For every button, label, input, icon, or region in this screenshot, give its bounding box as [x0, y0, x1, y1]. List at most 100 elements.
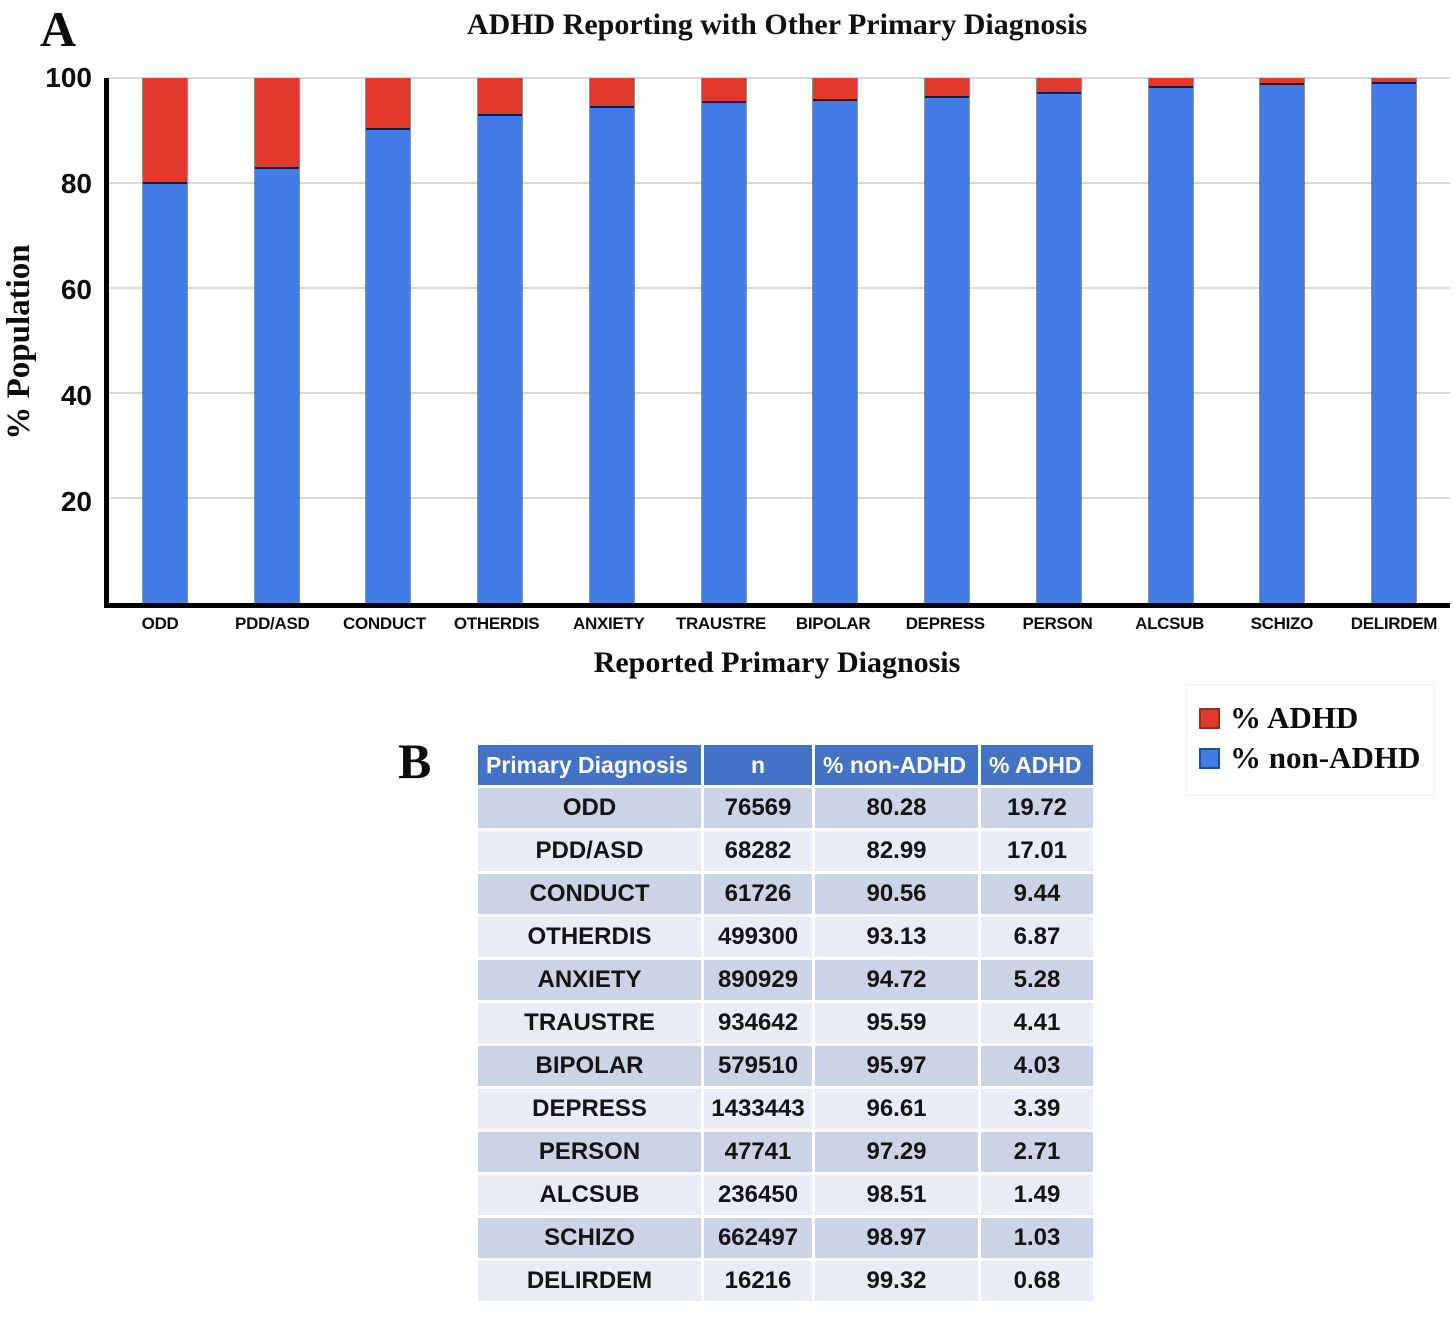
- bar-DELIRDEM-adhd-segment: [1372, 78, 1417, 82]
- cell-DELIRDEM-pct-adhd: 0.68: [981, 1261, 1093, 1301]
- cell-SCHIZO-n: 662497: [704, 1218, 812, 1258]
- table-row-OTHERDIS: OTHERDIS 499300 93.13 6.87: [478, 917, 1093, 957]
- cell-DEPRESS-pct-adhd: 3.39: [981, 1089, 1093, 1129]
- cell-ANXIETY-n: 890929: [704, 960, 812, 1000]
- bar-slot-PERSON: [1003, 78, 1115, 603]
- bar-PERSON-adhd-segment: [1036, 78, 1081, 93]
- bar-ANXIETY: [588, 78, 635, 603]
- bar-slot-TRAUSTRE: [668, 78, 780, 603]
- bar-PDD/ASD: [253, 78, 300, 603]
- x-tick-label-ODD: ODD: [141, 614, 179, 633]
- cell-PDD/ASD-diagnosis: PDD/ASD: [478, 831, 701, 871]
- cell-OTHERDIS-pct-non-adhd: 93.13: [815, 917, 978, 957]
- x-tick-label-ALCSUB: ALCSUB: [1135, 614, 1205, 633]
- bar-slot-OTHERDIS: [444, 78, 556, 603]
- cell-PERSON-pct-non-adhd: 97.29: [815, 1132, 978, 1172]
- bar-DEPRESS-non-adhd-segment: [925, 95, 970, 603]
- panel-a-label: A: [40, 1, 77, 57]
- table-row-PDD/ASD: PDD/ASD 68282 82.99 17.01: [478, 831, 1093, 871]
- table-row-SCHIZO: SCHIZO 662497 98.97 1.03: [478, 1218, 1093, 1258]
- bar-DEPRESS-adhd-segment: [925, 78, 970, 96]
- table-row-ALCSUB: ALCSUB 236450 98.51 1.49: [478, 1175, 1093, 1215]
- x-tick-label-OTHERDIS: OTHERDIS: [453, 614, 540, 633]
- cell-CONDUCT-pct-adhd: 9.44: [981, 874, 1093, 914]
- panel-b-label: B: [398, 733, 432, 789]
- cell-OTHERDIS-n: 499300: [704, 917, 812, 957]
- cell-SCHIZO-diagnosis: SCHIZO: [478, 1218, 701, 1258]
- legend-swatch-icon: [1199, 707, 1220, 729]
- diagnosis-table: Primary Diagnosis n % non-ADHD % ADHD OD…: [475, 742, 1096, 1304]
- column-header-n: n: [704, 745, 812, 785]
- cell-ODD-n: 76569: [704, 788, 812, 828]
- bar-SCHIZO: [1259, 78, 1306, 603]
- bar-slot-PDD/ASD: [221, 78, 333, 603]
- cell-ODD-pct-adhd: 19.72: [981, 788, 1093, 828]
- table-row-ODD: ODD 76569 80.28 19.72: [478, 788, 1093, 828]
- column-header-pct-non-adhd: % non-ADHD: [815, 745, 978, 785]
- cell-DELIRDEM-diagnosis: DELIRDEM: [478, 1261, 701, 1301]
- bar-DELIRDEM-non-adhd-segment: [1372, 81, 1417, 603]
- legend-item-non-adhd: % non-ADHD: [1199, 740, 1420, 775]
- bar-PDD/ASD-non-adhd-segment: [254, 167, 299, 603]
- cell-ALCSUB-pct-adhd: 1.49: [981, 1175, 1093, 1215]
- chart-legend: % ADHD % non-ADHD: [1186, 684, 1436, 797]
- table-row-CONDUCT: CONDUCT 61726 90.56 9.44: [478, 874, 1093, 914]
- gridline-80: [109, 182, 1450, 184]
- table-row-PERSON: PERSON 47741 97.29 2.71: [478, 1132, 1093, 1172]
- bars-container: [109, 78, 1450, 603]
- bar-SCHIZO-non-adhd-segment: [1260, 83, 1305, 603]
- bar-ODD-non-adhd-segment: [142, 181, 187, 603]
- cell-CONDUCT-n: 61726: [704, 874, 812, 914]
- cell-PERSON-diagnosis: PERSON: [478, 1132, 701, 1172]
- bar-ANXIETY-non-adhd-segment: [589, 105, 634, 603]
- legend-label: % ADHD: [1230, 700, 1359, 735]
- cell-PERSON-n: 47741: [704, 1132, 812, 1172]
- gridline-60: [109, 287, 1450, 289]
- y-tick-label-40: 40: [60, 380, 92, 411]
- x-tick-label-ANXIETY: ANXIETY: [572, 614, 645, 633]
- bar-slot-DEPRESS: [891, 78, 1003, 603]
- cell-DELIRDEM-pct-non-adhd: 99.32: [815, 1261, 978, 1301]
- cell-ALCSUB-diagnosis: ALCSUB: [478, 1175, 701, 1215]
- legend-item-adhd: % ADHD: [1199, 700, 1420, 735]
- bar-CONDUCT-non-adhd-segment: [366, 127, 411, 603]
- cell-ALCSUB-pct-non-adhd: 98.51: [815, 1175, 978, 1215]
- cell-ANXIETY-pct-non-adhd: 94.72: [815, 960, 978, 1000]
- bar-OTHERDIS-non-adhd-segment: [478, 114, 523, 603]
- cell-PERSON-pct-adhd: 2.71: [981, 1132, 1093, 1172]
- bar-DELIRDEM: [1371, 78, 1418, 603]
- bar-OTHERDIS: [477, 78, 524, 603]
- bar-TRAUSTRE: [700, 78, 747, 603]
- bar-ODD: [141, 78, 188, 603]
- y-axis-title: % Population: [1, 244, 37, 440]
- cell-PDD/ASD-pct-adhd: 17.01: [981, 831, 1093, 871]
- cell-OTHERDIS-diagnosis: OTHERDIS: [478, 917, 701, 957]
- x-tick-label-BIPOLAR: BIPOLAR: [795, 614, 871, 633]
- table-row-DEPRESS: DEPRESS 1433443 96.61 3.39: [478, 1089, 1093, 1129]
- cell-ALCSUB-n: 236450: [704, 1175, 812, 1215]
- cell-SCHIZO-pct-adhd: 1.03: [981, 1218, 1093, 1258]
- column-header-primary-diagnosis: Primary Diagnosis: [478, 745, 701, 785]
- x-tick-label-DEPRESS: DEPRESS: [905, 614, 985, 633]
- bar-slot-ALCSUB: [1115, 78, 1227, 603]
- y-tick-label-80: 80: [60, 168, 92, 199]
- bar-slot-ODD: [109, 78, 221, 603]
- cell-DEPRESS-pct-non-adhd: 96.61: [815, 1089, 978, 1129]
- y-tick-label-100: 100: [45, 62, 92, 93]
- table-row-ANXIETY: ANXIETY 890929 94.72 5.28: [478, 960, 1093, 1000]
- bar-slot-SCHIZO: [1227, 78, 1339, 603]
- column-header-pct-adhd: % ADHD: [981, 745, 1093, 785]
- bar-ANXIETY-adhd-segment: [589, 78, 634, 106]
- cell-BIPOLAR-diagnosis: BIPOLAR: [478, 1046, 701, 1086]
- chart-title: ADHD Reporting with Other Primary Diagno…: [466, 8, 1088, 41]
- bar-TRAUSTRE-non-adhd-segment: [701, 101, 746, 603]
- bar-BIPOLAR-adhd-segment: [813, 78, 858, 100]
- gridline-40: [109, 392, 1450, 394]
- x-tick-label-TRAUSTRE: TRAUSTRE: [675, 614, 767, 633]
- cell-SCHIZO-pct-non-adhd: 98.97: [815, 1218, 978, 1258]
- x-tick-label-SCHIZO: SCHIZO: [1250, 614, 1314, 633]
- cell-ANXIETY-pct-adhd: 5.28: [981, 960, 1093, 1000]
- cell-DEPRESS-n: 1433443: [704, 1089, 812, 1129]
- cell-TRAUSTRE-pct-adhd: 4.41: [981, 1003, 1093, 1043]
- y-tick-label-20: 20: [60, 486, 92, 517]
